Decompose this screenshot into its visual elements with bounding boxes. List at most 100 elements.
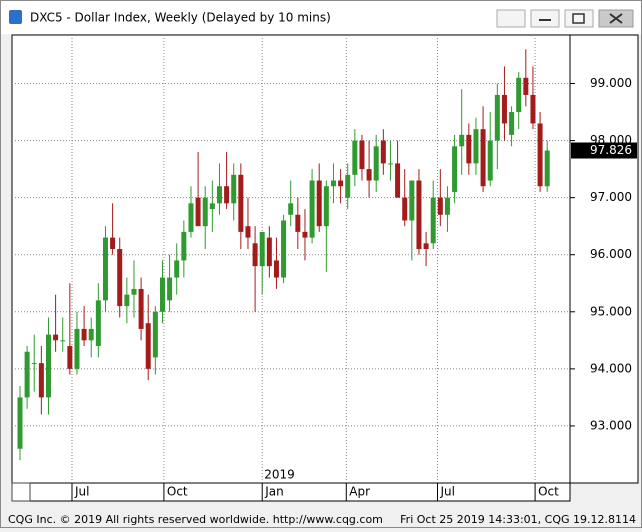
minimize-button[interactable] <box>530 9 560 28</box>
candle-body <box>224 186 230 204</box>
candle-body <box>167 277 173 301</box>
candle-body <box>466 134 472 164</box>
candle-body <box>181 231 187 261</box>
footer-right: Fri Oct 25 2019 14:33:01, CQG 19.12.8114 <box>400 513 636 526</box>
candle-body <box>95 300 101 347</box>
y-tick-label: 99.000 <box>590 76 632 90</box>
candle-body <box>309 180 315 238</box>
candle-body <box>395 163 401 198</box>
y-tick-label: 94.000 <box>590 361 632 375</box>
candle-body <box>402 197 408 221</box>
candle-body <box>494 94 500 141</box>
x-tick-label: Jul <box>439 485 454 499</box>
candle-body <box>259 231 265 267</box>
candle-body <box>202 197 208 227</box>
x-tick-label: Oct <box>538 485 559 499</box>
plot-area <box>11 34 571 484</box>
candle-body <box>281 220 287 278</box>
candle-body <box>53 334 59 341</box>
candle-body <box>416 180 422 250</box>
y-tick-label: 97.000 <box>590 190 632 204</box>
candle-body <box>145 323 151 369</box>
candle-body <box>480 129 486 187</box>
candle-body <box>102 237 108 301</box>
candle-body <box>487 140 493 181</box>
candle-body <box>302 231 308 238</box>
candle-body <box>409 180 415 221</box>
candle-body <box>216 186 222 204</box>
window-title: DXC5 - Dollar Index, Weekly (Delayed by … <box>30 11 331 25</box>
candle-body <box>316 180 322 227</box>
candle-body <box>345 174 351 198</box>
candle-body <box>124 294 130 307</box>
app-icon <box>9 10 22 24</box>
candle-body <box>209 203 215 210</box>
corner-box <box>11 482 31 502</box>
candle-body <box>60 340 66 342</box>
candle-body <box>338 180 344 187</box>
candle-body <box>509 112 515 135</box>
y-tick-label: 95.000 <box>590 304 632 318</box>
candle-body <box>152 311 158 358</box>
candle-body <box>523 77 529 95</box>
candle-body <box>516 77 522 113</box>
candle-body <box>31 363 37 365</box>
candle-body <box>373 146 379 181</box>
maximize-icon <box>572 13 585 24</box>
candle-body <box>273 260 279 278</box>
x-tick-label: Jan <box>264 485 284 499</box>
candle-body <box>437 197 443 215</box>
candle-body <box>245 226 251 238</box>
y-tick-label: 93.000 <box>590 418 632 432</box>
x-tick-label: Jul <box>74 485 89 499</box>
close-icon <box>609 13 623 24</box>
candle-body <box>323 186 329 227</box>
candle-body <box>231 174 237 204</box>
time-axis <box>11 482 571 502</box>
candle-body <box>45 334 51 398</box>
x-tick-label: Apr <box>349 485 370 499</box>
last-price-box <box>571 142 637 159</box>
pin-button[interactable] <box>496 9 526 28</box>
price-axis <box>569 34 639 484</box>
candle-body <box>110 237 116 250</box>
candle-body <box>459 134 465 147</box>
candle-body <box>174 260 180 278</box>
candle-body <box>330 180 336 187</box>
candle-body <box>195 197 201 227</box>
candle-body <box>266 237 272 267</box>
candle-body <box>295 214 301 232</box>
candle-body <box>537 123 543 187</box>
candle-body <box>352 140 358 175</box>
last-price-label: 97.826 <box>590 143 632 157</box>
candle-body <box>252 243 258 267</box>
candle-body <box>423 243 429 250</box>
candle-body <box>452 146 458 192</box>
candle-body <box>380 140 386 164</box>
footer-left: CQG Inc. © 2019 All rights reserved worl… <box>8 513 383 526</box>
maximize-button[interactable] <box>564 9 594 28</box>
candle-body <box>430 197 436 244</box>
candle-body <box>501 94 507 124</box>
candle-body <box>74 328 80 369</box>
candle-body <box>238 174 244 232</box>
candle-body <box>17 397 23 449</box>
candle-body <box>38 363 44 398</box>
candle-body <box>138 288 144 329</box>
candle-body <box>131 288 137 295</box>
candle-body <box>444 197 450 215</box>
x-tick-label: Oct <box>167 485 188 499</box>
candle-body <box>188 203 194 232</box>
candle-body <box>88 328 94 341</box>
candle-body <box>366 169 372 181</box>
candle-body <box>117 249 123 307</box>
candle-body <box>159 277 165 312</box>
year-annotation: 2019 <box>264 468 295 482</box>
candle-body <box>24 351 30 398</box>
candle-body <box>359 140 365 170</box>
y-tick-label: 96.000 <box>590 247 632 261</box>
candle-body <box>387 163 393 165</box>
candle-body <box>473 129 479 164</box>
